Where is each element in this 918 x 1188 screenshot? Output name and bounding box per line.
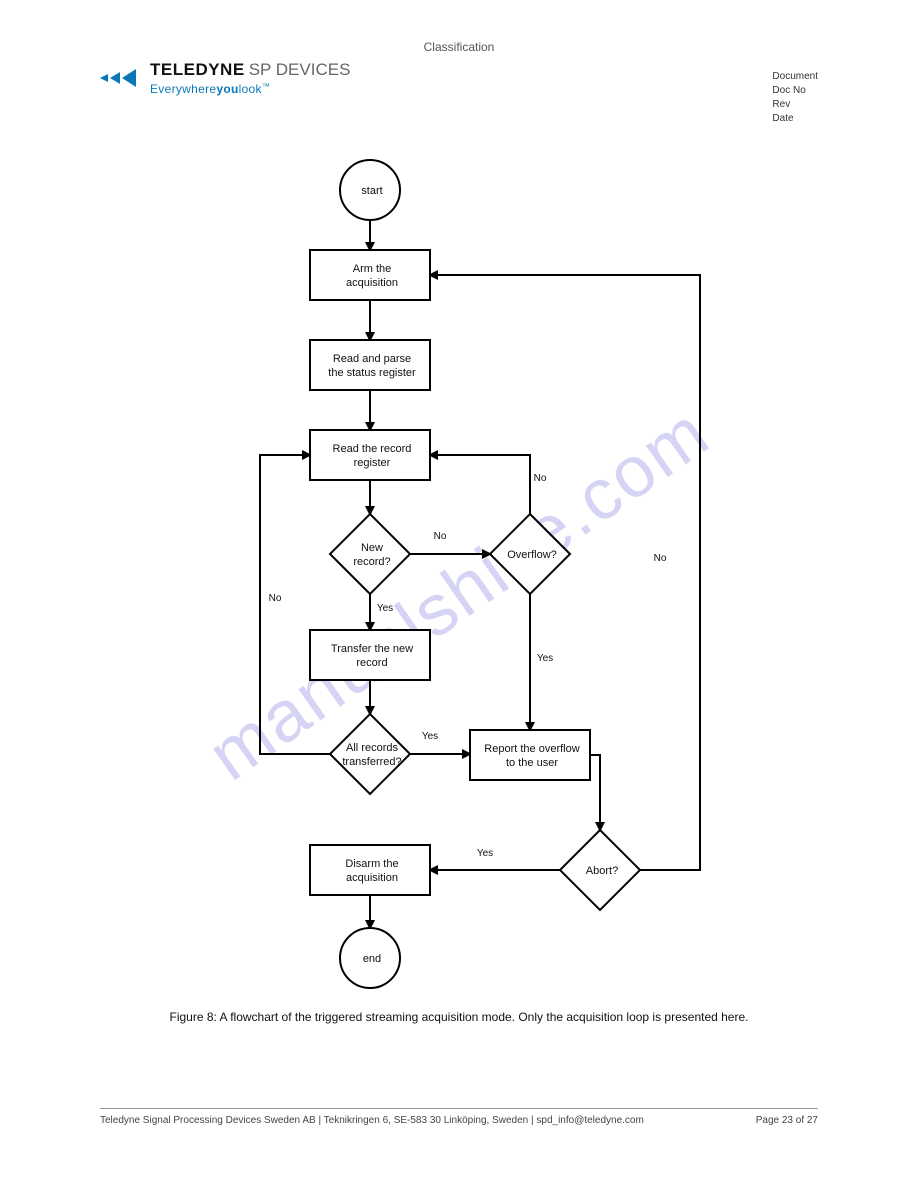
edge-label: No xyxy=(640,553,680,564)
edge-label: No xyxy=(255,593,295,604)
node-label: Read the recordregister xyxy=(310,430,434,484)
edge-label: Yes xyxy=(365,603,405,614)
edge-label: Yes xyxy=(465,848,505,859)
edge-label: No xyxy=(420,531,460,542)
node-label: Overflow? xyxy=(490,514,574,598)
node-label: Arm theacquisition xyxy=(310,250,434,304)
node-label: end xyxy=(340,948,404,972)
node-label: Transfer the newrecord xyxy=(310,630,434,684)
node-label: Report the overflowto the user xyxy=(470,730,594,784)
edge-label: Yes xyxy=(525,653,565,664)
figure-caption: Figure 8: A flowchart of the triggered s… xyxy=(100,1010,818,1024)
node-label: start xyxy=(340,180,404,204)
edge-label: Yes xyxy=(410,731,450,742)
node-label: Read and parsethe status register xyxy=(310,340,434,394)
node-label: All recordstransferred? xyxy=(330,714,414,798)
node-label: Newrecord? xyxy=(330,514,414,598)
page: Classification TELEDYNESP DEVICES Everyw… xyxy=(0,0,918,1188)
footer-left: Teledyne Signal Processing Devices Swede… xyxy=(100,1115,644,1126)
page-footer: Teledyne Signal Processing Devices Swede… xyxy=(100,1108,818,1126)
node-label: Abort? xyxy=(560,830,644,914)
footer-right: Page 23 of 27 xyxy=(756,1115,818,1126)
edge-label: No xyxy=(520,473,560,484)
node-label: Disarm theacquisition xyxy=(310,845,434,899)
